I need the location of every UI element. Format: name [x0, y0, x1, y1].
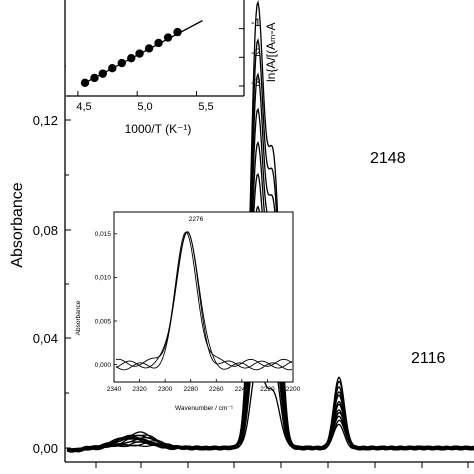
main-spectrum-line — [66, 361, 474, 452]
inset-band-peak-label: 2276 — [189, 216, 204, 223]
inset-arrhenius-point — [117, 58, 126, 68]
inset-band-spectrum-line — [115, 231, 293, 369]
inset-band-y-tick-label: 0,015 — [95, 231, 112, 238]
inset-arrhenius-y-tick-label: -1 — [251, 17, 261, 29]
peak-label-2116: 2116 — [411, 350, 446, 367]
inset-arrhenius-point — [154, 38, 163, 48]
inset-arrhenius-point — [80, 78, 90, 88]
main-y-tick-label: 0,12 — [33, 113, 58, 128]
inset-band-x-tick-label: 2280 — [183, 386, 198, 393]
inset-band-frame — [113, 211, 294, 383]
main-y-axis-title: Absorbance — [9, 182, 26, 267]
inset-arrhenius-x-tick-label: 4,5 — [76, 101, 91, 113]
main-y-tick-label: 0,08 — [33, 223, 58, 238]
inset-band-spectra — [115, 231, 293, 371]
inset-arrhenius-point — [173, 27, 182, 37]
inset-band-x-tick-label: 2220 — [260, 386, 275, 393]
main-y-tick-label: 0,00 — [33, 441, 58, 456]
inset-band-x-tick-label: 2240 — [235, 386, 250, 393]
inset-band-x-axis-title: Wavenumber / cm⁻¹ — [175, 405, 234, 412]
inset-arrhenius-y-tick-label: -3 — [251, 77, 261, 89]
inset-arrhenius-point — [90, 73, 99, 83]
inset-arrhenius-x-axis-title: 1000/T (K⁻¹) — [125, 122, 192, 136]
inset-arrhenius-point — [163, 33, 173, 42]
inset-arrhenius-x-tick-label: 5,5 — [198, 101, 213, 113]
inset-band-x-tick-label: 2320 — [132, 386, 147, 393]
main-y-tick-label: 0,04 — [33, 331, 58, 346]
inset-arrhenius-x-tick-label: 5,0 — [137, 101, 152, 113]
main-y-ticks: 0,00 0,04 0,08 0,12 — [33, 65, 71, 456]
inset-band-x-tick-label: 2340 — [107, 386, 122, 393]
inset-arrhenius-point — [108, 64, 117, 73]
inset-arrhenius-y-axis-title: ln{A/[(Aₘ-A — [264, 23, 278, 83]
inset-band-y-tick-label: 0,000 — [95, 362, 112, 369]
inset-arrhenius-y-tick-label: -2 — [251, 47, 261, 59]
inset-arrhenius-point — [144, 44, 154, 53]
inset-arrhenius-point — [98, 69, 107, 78]
inset-arrhenius-points — [80, 27, 182, 88]
inset-arrhenius: 4,5 5,0 5,5 1000/T (K⁻¹) -1 -2 -3 ln{A/[… — [66, 0, 278, 136]
peak-label-2148: 2148 — [370, 150, 406, 167]
inset-arrhenius-ticks — [77, 28, 244, 96]
inset-band-y-axis-title: Absorbance — [75, 300, 82, 335]
inset-band-x-tick-label: 2200 — [286, 386, 301, 393]
inset-band-y-tick-label: 0,010 — [95, 275, 112, 282]
inset-arrhenius-point — [135, 49, 144, 58]
inset-band-spectrum-line — [115, 231, 293, 367]
inset-band-x-tick-label: 2260 — [209, 386, 224, 393]
inset-band: 2340 2320 2300 2280 2260 2240 2220 2200 0,000 0,0… — [75, 211, 301, 412]
inset-band-ticks: 2340 2320 2300 2280 2260 2240 2220 2200 0,000 0,0… — [95, 231, 301, 393]
inset-band-spectrum-line — [115, 231, 293, 371]
inset-arrhenius-point — [127, 53, 136, 63]
main-x-ticks — [95, 462, 469, 468]
inset-band-x-tick-label: 2300 — [158, 386, 173, 393]
inset-band-y-tick-label: 0,005 — [95, 318, 112, 325]
